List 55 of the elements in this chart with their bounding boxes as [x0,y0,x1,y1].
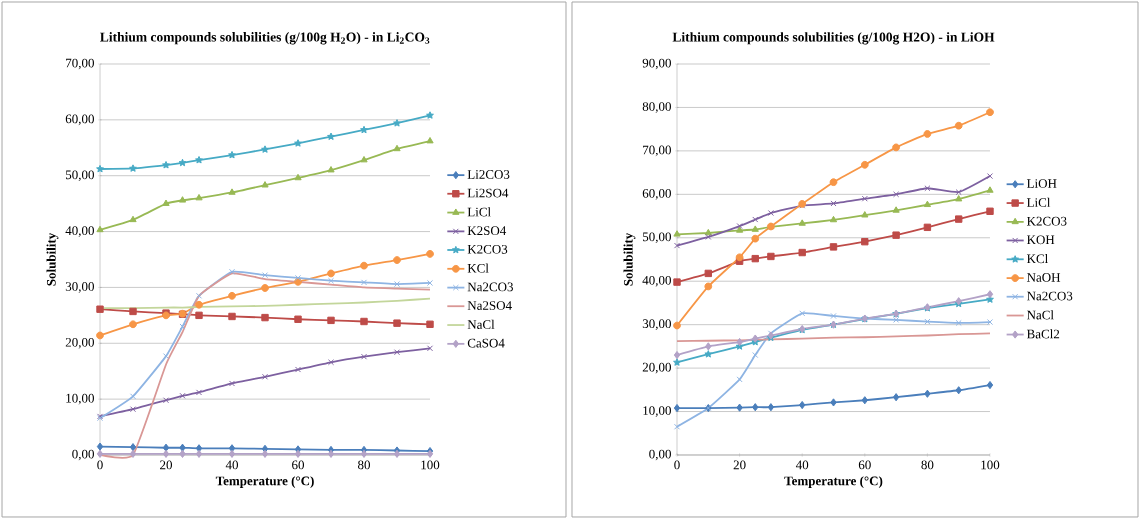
legend-label: Li2SO4 [467,188,509,198]
x-tick-label: 0 [674,460,680,470]
legend-label: BaCl2 [1026,329,1060,339]
y-tick-label: 50,00 [65,170,94,182]
legend-label: NaCl [1026,310,1054,320]
y-tick-label: 90,00 [642,58,671,70]
legend-label: KOH [1026,235,1055,245]
legend-label: KCl [467,263,489,273]
y-tick-label: 30,00 [642,319,671,330]
legend-label: Na2CO3 [1026,291,1073,301]
y-tick-label: 80,00 [642,102,671,113]
legend-label: LiCl [467,207,491,217]
x-tick-label: 100 [421,460,440,470]
legend-label: K2CO3 [1026,216,1067,226]
legend-label: K2SO4 [467,226,507,236]
legend-label: LiOH [1026,179,1057,188]
legend-label: CaSO4 [467,338,505,348]
legend-label: KCl [1026,254,1048,264]
y-tick-label: 60,00 [642,189,671,200]
legend-label: Na2CO3 [467,282,513,292]
x-tick-label: 80 [358,460,371,470]
x-tick-label: 60 [858,460,871,470]
y-axis-title: Solubility [623,232,636,286]
legend-label: Na2SO4 [467,301,512,310]
legend-label: Li2CO3 [467,170,510,179]
y-axis-title: Solubility [46,232,59,286]
legend-label: K2CO3 [467,244,508,254]
y-tick-label: 0,00 [649,449,671,461]
x-tick-label: 0 [97,460,103,470]
x-tick-label: 60 [292,460,305,470]
x-tick-label: 80 [921,460,934,470]
x-tick-label: 40 [225,460,239,470]
chart-title: Lithium compounds solubilities (g/100g H$_{2}$O) - in Li$_{2}$CO$_{3}$ [100,32,430,45]
chart-title: Lithium compounds solubilities (g/100g H2O) - in LiOH [672,32,995,45]
legend-label: LiCl [1026,197,1051,207]
legend-label: NaCl [467,319,495,329]
y-tick-label: 30,00 [65,282,94,293]
y-tick-label: 60,00 [65,114,94,126]
y-tick-label: 0,00 [72,449,94,461]
x-tick-label: 40 [795,460,809,470]
x-tick-label: 20 [160,460,173,470]
y-tick-label: 50,00 [642,232,671,244]
y-tick-label: 40,00 [642,275,671,287]
y-tick-label: 70,00 [643,145,671,157]
y-tick-label: 70,00 [66,58,94,70]
x-tick-label: 20 [733,460,746,470]
y-tick-label: 20,00 [642,362,671,374]
x-tick-label: 100 [981,460,1000,470]
y-tick-label: 10,00 [643,406,671,417]
y-tick-label: 20,00 [65,337,94,349]
y-tick-label: 40,00 [65,226,94,237]
y-tick-label: 10,00 [66,393,94,405]
x-axis-title: Temperature (°C) [215,476,314,488]
legend-label: NaOH [1026,273,1061,282]
x-axis-title: Temperature (°C) [784,476,883,488]
